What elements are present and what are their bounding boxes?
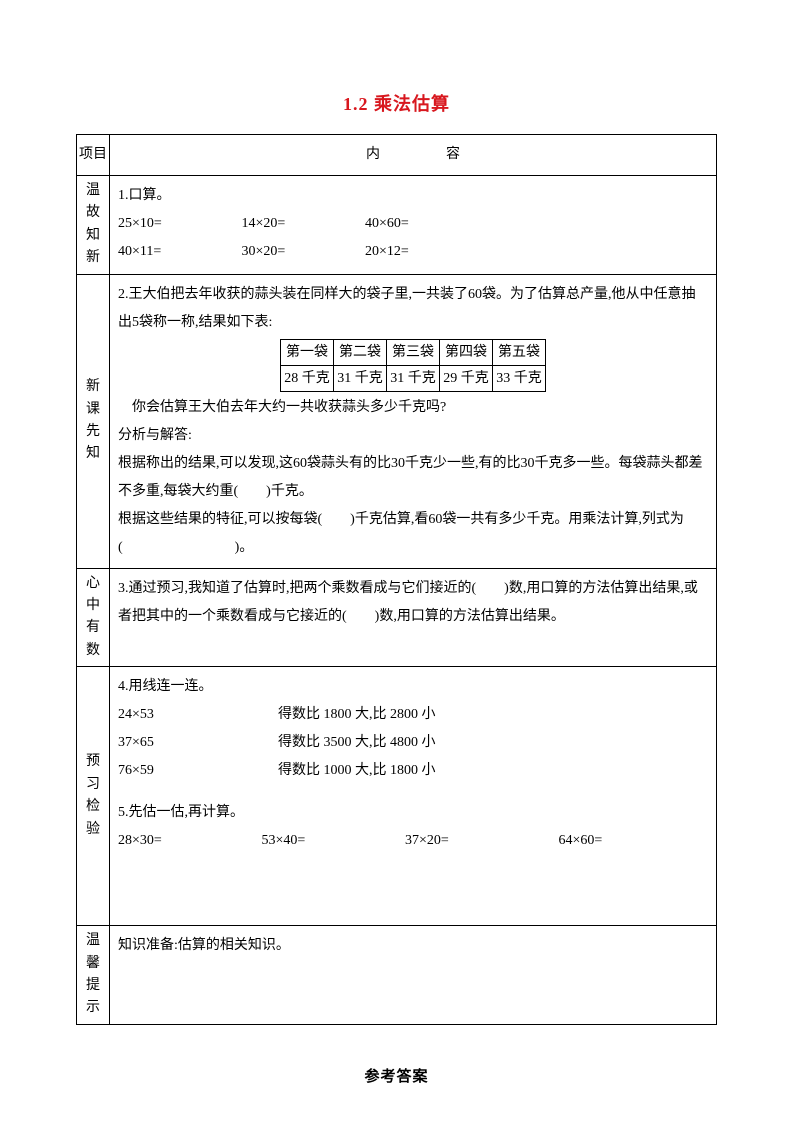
s4-ch1: 预 <box>79 751 107 773</box>
s4-q4-title: 4.用线连一连。 <box>118 673 708 701</box>
section-4: 预 习 检 验 4.用线连一连。 24×53 得数比 1800 大,比 2800… <box>77 667 717 926</box>
s1-r1a: 25×10= <box>118 210 238 238</box>
s3-ch1: 心 <box>79 573 107 595</box>
q5-d: 64×60= <box>559 827 679 855</box>
s5-ch3: 提 <box>79 975 107 997</box>
bag-h4: 第四袋 <box>440 339 493 365</box>
bag-v2: 31 千克 <box>334 365 387 391</box>
section-2-content: 2.王大伯把去年收获的蒜头装在同样大的袋子里,一共装了60袋。为了估算总产量,他… <box>110 274 717 568</box>
s4-q5-row: 28×30= 53×40= 37×20= 64×60= <box>118 827 708 855</box>
section-2-label: 新 课 先 知 <box>77 274 110 568</box>
section-5-label: 温 馨 提 示 <box>77 926 110 1025</box>
section-3: 心 中 有 数 3.通过预习,我知道了估算时,把两个乘数看成与它们接近的( )数… <box>77 568 717 667</box>
s2-question: 你会估算王大伯去年大约一共收获蒜头多少千克吗? <box>118 394 708 422</box>
match-row-3: 76×59 得数比 1000 大,比 1800 小 <box>118 757 708 785</box>
header-right: 内 容 <box>110 135 717 176</box>
s2-ch3: 先 <box>79 421 107 443</box>
q5-a: 28×30= <box>118 827 258 855</box>
main-table: 项目 内 容 温 故 知 新 1.口算。 25×10= 14×20= 40×60… <box>76 134 717 1025</box>
s1-ch2: 故 <box>79 202 107 224</box>
bag-v5: 33 千克 <box>493 365 546 391</box>
match-2-right: 得数比 3500 大,比 4800 小 <box>278 729 708 757</box>
s3-text: 3.通过预习,我知道了估算时,把两个乘数看成与它们接近的( )数,用口算的方法估… <box>118 575 708 631</box>
s4-ch2: 习 <box>79 774 107 796</box>
s5-ch4: 示 <box>79 997 107 1019</box>
table-header-row: 项目 内 容 <box>77 135 717 176</box>
s4-q5-title: 5.先估一估,再计算。 <box>118 799 708 827</box>
bag-v3: 31 千克 <box>387 365 440 391</box>
match-2-left: 37×65 <box>118 729 278 757</box>
bag-v1: 28 千克 <box>281 365 334 391</box>
s1-r2b: 30×20= <box>242 238 362 266</box>
match-1-right: 得数比 1800 大,比 2800 小 <box>278 701 708 729</box>
page-title: 1.2 乘法估算 <box>76 90 717 116</box>
section-1-content: 1.口算。 25×10= 14×20= 40×60= 40×11= 30×20=… <box>110 176 717 275</box>
section-5-content: 知识准备:估算的相关知识。 <box>110 926 717 1025</box>
s5-text: 知识准备:估算的相关知识。 <box>118 932 708 960</box>
section-3-label: 心 中 有 数 <box>77 568 110 667</box>
section-1-label: 温 故 知 新 <box>77 176 110 275</box>
s2-analysis-label: 分析与解答: <box>118 422 708 450</box>
s1-r1b: 14×20= <box>242 210 362 238</box>
s4-ch4: 验 <box>79 819 107 841</box>
s1-r1c: 40×60= <box>365 210 485 238</box>
answers-title: 参考答案 <box>76 1065 717 1086</box>
s1-ch3: 知 <box>79 225 107 247</box>
bag-h5: 第五袋 <box>493 339 546 365</box>
q5-c: 37×20= <box>405 827 555 855</box>
s2-p2: 根据这些结果的特征,可以按每袋( )千克估算,看60袋一共有多少千克。用乘法计算… <box>118 506 708 562</box>
match-row-1: 24×53 得数比 1800 大,比 2800 小 <box>118 701 708 729</box>
section-4-label: 预 习 检 验 <box>77 667 110 926</box>
s2-intro: 2.王大伯把去年收获的蒜头装在同样大的袋子里,一共装了60袋。为了估算总产量,他… <box>118 281 708 337</box>
s1-row1: 25×10= 14×20= 40×60= <box>118 210 485 238</box>
section-5: 温 馨 提 示 知识准备:估算的相关知识。 <box>77 926 717 1025</box>
header-left: 项目 <box>77 135 110 176</box>
s3-ch4: 数 <box>79 640 107 662</box>
s1-r2c: 20×12= <box>365 238 485 266</box>
bag-h1: 第一袋 <box>281 339 334 365</box>
s3-ch3: 有 <box>79 617 107 639</box>
s2-p1: 根据称出的结果,可以发现,这60袋蒜头有的比30千克少一些,有的比30千克多一些… <box>118 450 708 506</box>
s4-ch3: 检 <box>79 796 107 818</box>
section-4-content: 4.用线连一连。 24×53 得数比 1800 大,比 2800 小 37×65… <box>110 667 717 926</box>
s2-ch4: 知 <box>79 443 107 465</box>
match-1-left: 24×53 <box>118 701 278 729</box>
match-3-left: 76×59 <box>118 757 278 785</box>
section-1: 温 故 知 新 1.口算。 25×10= 14×20= 40×60= 40×11… <box>77 176 717 275</box>
header-right-text: 内 容 <box>340 147 486 162</box>
page: 1.2 乘法估算 项目 内 容 温 故 知 新 1.口算。 25×10= <box>0 0 793 1122</box>
s1-line1: 1.口算。 <box>118 182 708 210</box>
s3-ch2: 中 <box>79 595 107 617</box>
s5-ch2: 馨 <box>79 953 107 975</box>
q5-b: 53×40= <box>262 827 402 855</box>
match-3-right: 得数比 1000 大,比 1800 小 <box>278 757 708 785</box>
bag-h2: 第二袋 <box>334 339 387 365</box>
s1-row2: 40×11= 30×20= 20×12= <box>118 238 485 266</box>
s1-ch1: 温 <box>79 180 107 202</box>
bag-h3: 第三袋 <box>387 339 440 365</box>
bag-v4: 29 千克 <box>440 365 493 391</box>
section-2: 新 课 先 知 2.王大伯把去年收获的蒜头装在同样大的袋子里,一共装了60袋。为… <box>77 274 717 568</box>
match-row-2: 37×65 得数比 3500 大,比 4800 小 <box>118 729 708 757</box>
s1-ch4: 新 <box>79 247 107 269</box>
s2-ch2: 课 <box>79 399 107 421</box>
s1-r2a: 40×11= <box>118 238 238 266</box>
bags-table: 第一袋 第二袋 第三袋 第四袋 第五袋 28 千克 31 千克 31 千克 29… <box>280 339 546 392</box>
s2-ch1: 新 <box>79 376 107 398</box>
section-3-content: 3.通过预习,我知道了估算时,把两个乘数看成与它们接近的( )数,用口算的方法估… <box>110 568 717 667</box>
bags-header-row: 第一袋 第二袋 第三袋 第四袋 第五袋 <box>281 339 546 365</box>
bags-value-row: 28 千克 31 千克 31 千克 29 千克 33 千克 <box>281 365 546 391</box>
s5-ch1: 温 <box>79 930 107 952</box>
